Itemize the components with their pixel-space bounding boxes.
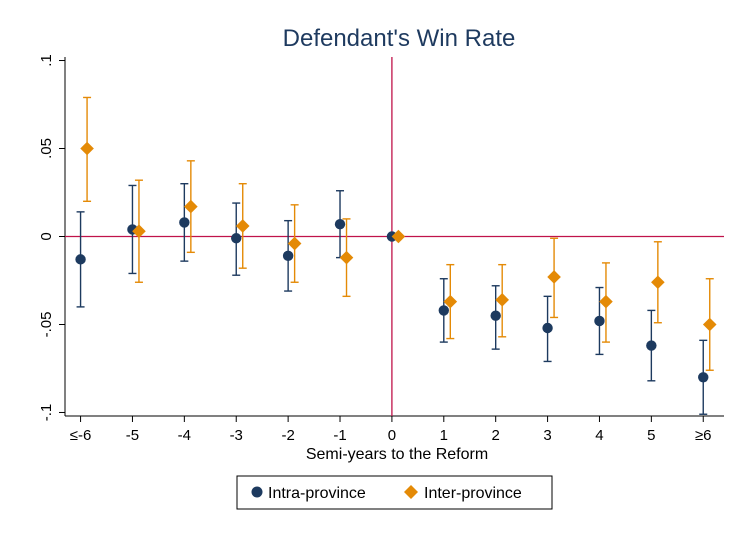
point-inter-province bbox=[391, 229, 406, 244]
x-tick-label: ≥6 bbox=[695, 427, 712, 444]
point-inter-province bbox=[443, 294, 458, 309]
point-intra-province bbox=[646, 340, 657, 351]
x-tick-label: ≤-6 bbox=[70, 427, 92, 444]
point-intra-province bbox=[698, 372, 709, 383]
legend: Intra-province Inter-province bbox=[236, 475, 553, 510]
point-intra-province bbox=[334, 218, 346, 230]
x-tick-label: -5 bbox=[126, 427, 139, 444]
x-tick-label: 4 bbox=[595, 427, 603, 444]
x-tick-label: -1 bbox=[333, 427, 346, 444]
point-inter-province bbox=[235, 219, 250, 233]
point-intra-province bbox=[231, 233, 242, 244]
point-inter-province bbox=[184, 199, 198, 214]
y-tick-label: -.05 bbox=[38, 312, 55, 338]
y-tick-label: .1 bbox=[38, 54, 55, 67]
point-intra-province bbox=[179, 217, 190, 228]
point-inter-province bbox=[339, 250, 354, 265]
x-tick-label: 5 bbox=[647, 427, 655, 444]
point-inter-province bbox=[132, 224, 146, 239]
y-tick-label: .05 bbox=[38, 138, 55, 159]
chart-title: Defendant's Win Rate bbox=[283, 25, 516, 52]
x-axis-label: Semi-years to the Reform bbox=[306, 446, 488, 463]
legend-label-intra-province: Intra-province bbox=[268, 485, 366, 502]
y-tick-label: -.1 bbox=[38, 404, 55, 422]
legend-marker-inter-province bbox=[404, 485, 418, 499]
point-inter-province bbox=[80, 141, 94, 156]
point-inter-province bbox=[547, 270, 561, 284]
point-intra-province bbox=[594, 315, 605, 327]
x-tick-label: -3 bbox=[230, 427, 243, 444]
point-inter-province bbox=[287, 236, 302, 251]
point-inter-province bbox=[599, 294, 613, 309]
x-tick-label: 0 bbox=[388, 427, 396, 444]
x-tick-label: 1 bbox=[440, 427, 448, 444]
plot-layer: .1 .05 0 -.05 -.1 ≤-6 -5 -4 -3 -2 -1 0 1 2 3 4 5 ≥6 bbox=[38, 54, 724, 444]
point-intra-province bbox=[75, 254, 86, 265]
x-tick-label: 2 bbox=[492, 427, 500, 444]
y-tick-label: 0 bbox=[38, 232, 55, 240]
point-intra-province bbox=[542, 322, 553, 334]
point-inter-province bbox=[495, 293, 509, 307]
point-inter-province bbox=[702, 317, 717, 332]
point-inter-province bbox=[651, 275, 665, 290]
legend-marker-intra-province bbox=[251, 486, 263, 498]
point-intra-province bbox=[282, 250, 294, 262]
x-tick-label: -4 bbox=[178, 427, 191, 444]
legend-frame bbox=[236, 475, 553, 510]
x-tick-label: 3 bbox=[543, 427, 551, 444]
legend-label-inter-province: Inter-province bbox=[424, 485, 522, 502]
x-tick-label: -2 bbox=[281, 427, 294, 444]
point-intra-province bbox=[438, 305, 449, 316]
point-intra-province bbox=[490, 310, 501, 321]
